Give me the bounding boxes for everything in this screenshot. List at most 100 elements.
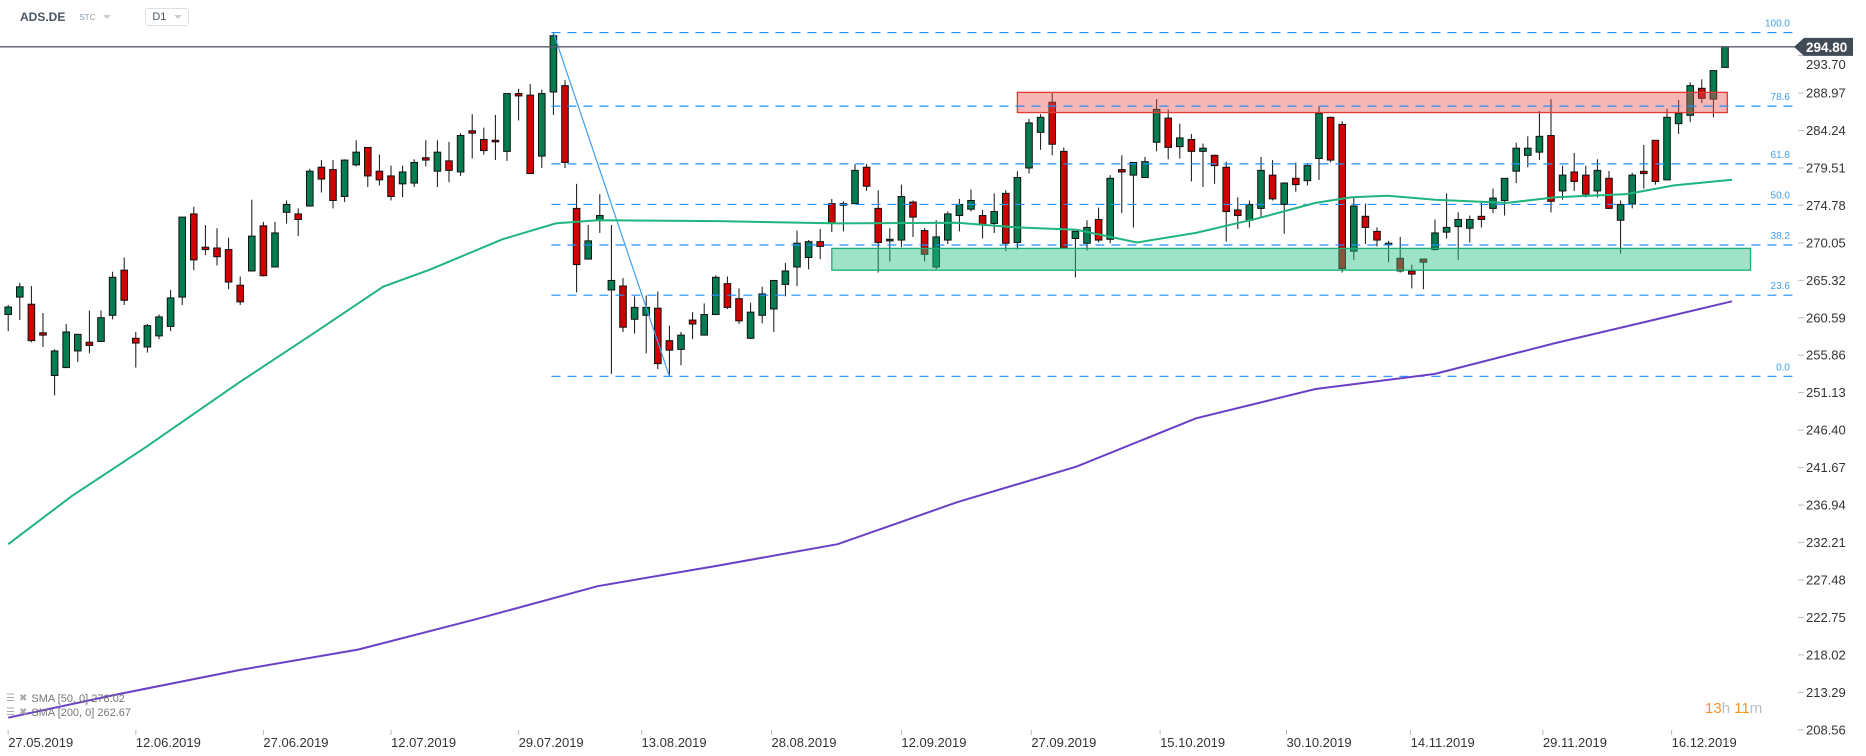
x-tick-label: 28.08.2019: [771, 735, 836, 750]
candle-body-up: [340, 159, 349, 198]
candle: [1141, 156, 1149, 179]
candle: [201, 225, 210, 256]
fib-level-label: 61.8: [1771, 150, 1791, 161]
candle-body-down: [445, 160, 453, 171]
candle-body-up: [456, 135, 465, 173]
candle-countdown: 13h 11m: [1705, 700, 1762, 717]
fib-trend-line[interactable]: [552, 32, 670, 377]
candle-body-up: [1106, 177, 1115, 240]
candle-body-down: [1373, 230, 1381, 241]
close-icon[interactable]: ✖: [18, 693, 28, 704]
candle: [1477, 202, 1486, 228]
timeframe-select[interactable]: D1: [145, 8, 190, 26]
candle: [410, 159, 418, 188]
candle: [1036, 114, 1045, 150]
candle: [1500, 177, 1509, 216]
candle: [213, 228, 221, 266]
candle: [596, 194, 604, 233]
candle: [1570, 152, 1579, 191]
support-zone[interactable]: [831, 247, 1752, 271]
candle-body-down: [862, 166, 871, 187]
candle-body-up: [758, 293, 767, 316]
settings-icon[interactable]: ☰: [6, 707, 15, 718]
x-tick-label: 14.11.2019: [1411, 735, 1475, 750]
candle: [364, 146, 372, 188]
candle-body-up: [1466, 218, 1474, 229]
sma200-line: [7, 300, 1733, 719]
candle-body-down: [1605, 177, 1613, 209]
last-price-marker: 294.80: [0, 37, 1853, 56]
candle: [387, 165, 395, 201]
instrument-type[interactable]: STC: [79, 12, 96, 22]
candle: [1616, 200, 1625, 254]
candle-body-up: [1709, 70, 1718, 100]
candle-body-down: [561, 85, 569, 163]
candle: [155, 314, 163, 340]
candle: [329, 160, 337, 209]
candle-body-down: [874, 207, 883, 243]
y-tick-label: 260.59: [1806, 310, 1846, 325]
candle-body-up: [1512, 147, 1521, 172]
candle: [398, 165, 407, 198]
candle-body-up: [1558, 174, 1567, 192]
candle-body-down: [236, 284, 244, 303]
candle-body-up: [804, 241, 813, 258]
candle: [1060, 147, 1068, 249]
y-tick-label: 265.32: [1806, 273, 1846, 288]
candle: [1605, 171, 1613, 210]
candle-body-down: [85, 341, 94, 346]
candle-body-up: [1176, 137, 1184, 148]
candle: [166, 289, 175, 332]
candle: [1698, 79, 1706, 104]
candle: [50, 349, 59, 396]
candle-body-up: [155, 316, 163, 337]
y-tick-label: 255.86: [1806, 348, 1846, 363]
candle-body-up: [1013, 177, 1022, 243]
candle-body-down: [480, 138, 488, 152]
candle-body-up: [1686, 85, 1695, 116]
fib-level-label: 0.0: [1776, 362, 1790, 373]
candle-body-up: [1257, 169, 1265, 209]
candle-body-up: [1442, 226, 1451, 233]
candle-body-up: [677, 334, 685, 350]
candle: [1176, 123, 1184, 159]
symbol-label[interactable]: ADS.DE: [20, 10, 66, 24]
legend-label: SMA [50, 0] 278.02: [31, 693, 125, 705]
time-axis[interactable]: 27.05.2019 12.06.2019 27.06.2019 12.07.2019…: [7, 730, 1737, 750]
candle: [851, 164, 859, 205]
price-axis[interactable]: 293.70 288.97 284.24 279.51 274.78 270.05 265.…: [1798, 55, 1846, 738]
candle: [1025, 118, 1033, 174]
candle-body-up: [1083, 226, 1091, 244]
candle: [1535, 110, 1544, 161]
candle: [770, 279, 778, 332]
x-tick-label: 30.10.2019: [1287, 735, 1352, 750]
candle: [723, 276, 732, 309]
candle: [433, 140, 442, 188]
y-tick-label: 213.29: [1806, 685, 1846, 700]
chevron-down-icon: [174, 15, 183, 19]
candle-body-up: [955, 203, 964, 217]
candle-body-up: [62, 331, 71, 369]
candle: [735, 288, 743, 325]
candle: [271, 221, 279, 268]
candle-body-up: [1524, 147, 1532, 156]
resistance-zone[interactable]: [1016, 91, 1728, 114]
candle-body-down: [1338, 123, 1347, 270]
candle: [1152, 99, 1161, 152]
candle: [1013, 171, 1022, 250]
candle: [178, 216, 186, 306]
candle: [758, 286, 767, 324]
candle-body-up: [851, 169, 859, 205]
candle: [503, 93, 511, 161]
chevron-down-icon[interactable]: [103, 15, 112, 19]
candle-body-up: [793, 242, 801, 268]
candle: [561, 80, 569, 169]
close-icon[interactable]: ✖: [18, 707, 28, 718]
last-price-label: 294.80: [1806, 40, 1847, 55]
candle: [642, 295, 651, 354]
settings-icon[interactable]: ☰: [6, 693, 15, 704]
fibonacci-retracement[interactable]: 100.0 78.6 61.8 50.0 38.2 23.6 0.0: [551, 19, 1793, 377]
legend-sma50: ☰ ✖ SMA [50, 0] 278.02: [6, 692, 131, 706]
candle: [39, 312, 47, 347]
